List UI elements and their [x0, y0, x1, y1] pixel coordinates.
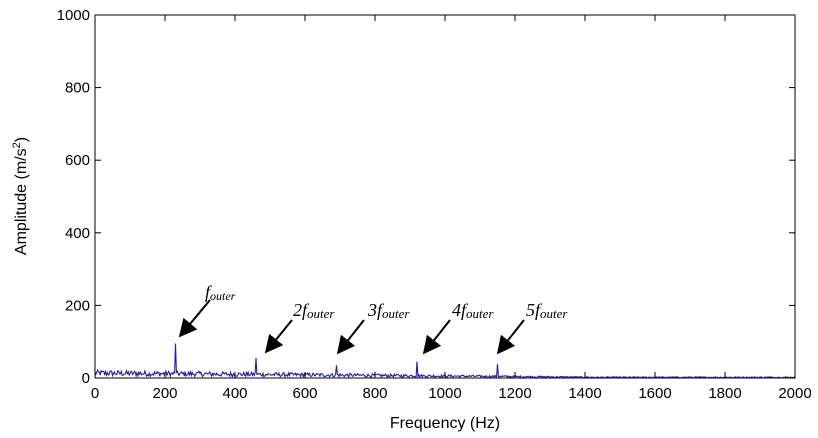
x-tick-label: 1600: [638, 385, 671, 402]
y-tick-label: 600: [65, 152, 90, 169]
y-axis-title: Amplitude (m/s2): [11, 137, 30, 255]
annotation-arrow: [422, 319, 451, 355]
x-tick-label: 1000: [428, 385, 461, 402]
annotation-label: fouter: [205, 282, 236, 303]
x-tick-label: 2000: [778, 385, 811, 402]
x-tick-label: 1800: [708, 385, 741, 402]
annotation-f: f: [302, 300, 310, 320]
x-tick-label: 600: [292, 385, 317, 402]
annotation-subscript: outer: [210, 289, 236, 303]
annotation-subscript: outer: [307, 306, 335, 321]
annotation-coefficient: 5: [526, 300, 535, 320]
y-axis-title-superscript: 2: [11, 142, 23, 148]
annotation-subscript: outer: [466, 306, 494, 321]
x-tick-label: 400: [222, 385, 247, 402]
annotation-f: f: [535, 300, 543, 320]
y-tick-label: 1000: [57, 7, 90, 24]
y-axis-title-text: Amplitude (m/s: [13, 148, 30, 255]
annotation-arrow: [264, 319, 293, 354]
x-axis-ticks: 0 200 400 600 800 1000 1200 1400 1600 1800 2000: [91, 15, 812, 402]
annotation-f: f: [205, 282, 213, 302]
y-axis-ticks: 0 200 400 600 800 1000: [57, 7, 795, 387]
annotation-arrow: [178, 299, 211, 338]
y-axis-title-suffix: ): [13, 137, 30, 142]
annotation-4fouter: 4fouter: [422, 300, 494, 355]
annotation-label: 4fouter: [452, 300, 494, 321]
y-tick-label: 800: [65, 80, 90, 97]
annotation-f: f: [461, 300, 469, 320]
annotation-5fouter: 5fouter: [496, 300, 568, 355]
annotation-subscript: outer: [540, 306, 568, 321]
x-tick-label: 200: [152, 385, 177, 402]
y-tick-label: 200: [65, 297, 90, 314]
y-tick-label: 0: [82, 370, 90, 387]
annotation-coefficient: 2: [293, 300, 302, 320]
annotation-arrow: [336, 319, 365, 355]
x-axis-title: Frequency (Hz): [390, 415, 500, 432]
x-tick-label: 1200: [498, 385, 531, 402]
annotation-arrow: [496, 319, 525, 355]
y-tick-label: 400: [65, 225, 90, 242]
x-tick-label: 1400: [568, 385, 601, 402]
plot-frame: [94, 14, 796, 379]
annotation-label: 2fouter: [293, 300, 335, 321]
x-tick-label: 0: [91, 385, 99, 402]
annotation-label: 5fouter: [526, 300, 568, 321]
annotation-2fouter: 2fouter: [264, 300, 335, 354]
annotation-f: f: [377, 300, 385, 320]
annotation-label: 3fouter: [367, 300, 410, 321]
annotation-subscript: outer: [382, 306, 410, 321]
annotation-coefficient: 3: [367, 300, 377, 320]
annotation-3fouter: 3fouter: [336, 300, 410, 355]
annotation-coefficient: 4: [452, 300, 461, 320]
x-tick-label: 800: [362, 385, 387, 402]
annotation-fouter: fouter: [178, 282, 236, 338]
